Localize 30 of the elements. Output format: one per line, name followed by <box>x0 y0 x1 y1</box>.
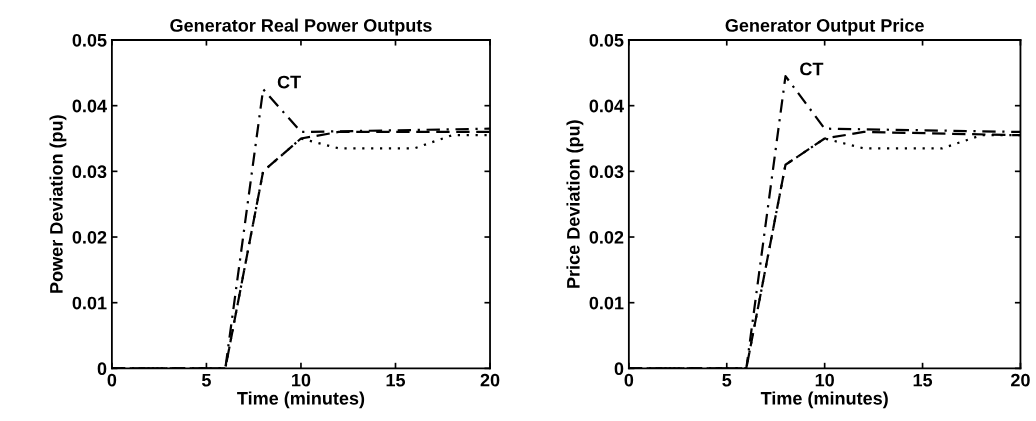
x-tick-label: 0 <box>107 373 117 387</box>
annotation: CT <box>277 75 301 89</box>
chart-title: Generator Real Power Outputs <box>170 18 432 36</box>
x-tick-label: 15 <box>913 373 933 387</box>
y-tick-label: 0 <box>614 362 624 376</box>
x-tick-label: 15 <box>386 373 406 387</box>
y-tick-label: 0.03 <box>72 165 107 179</box>
y-tick-label: 0.01 <box>72 296 107 310</box>
x-tick-label: 5 <box>722 373 732 387</box>
x-tick-label: 5 <box>201 373 211 387</box>
x-tick-label: 10 <box>292 373 311 387</box>
x-tick-label: 20 <box>1011 373 1030 387</box>
chart-title: Generator Output Price <box>725 18 924 36</box>
y-tick-label: 0.05 <box>589 33 624 47</box>
y-axis-title: Price Deviation (pu) <box>566 120 584 288</box>
y-tick-label: 0.02 <box>589 230 624 244</box>
y-axis-title: Power Deviation (pu) <box>49 115 67 293</box>
y-tick-label: 0.02 <box>72 230 107 244</box>
y-tick-label: 0.01 <box>589 296 624 310</box>
x-tick-label: 10 <box>815 373 834 387</box>
x-tick-label: 20 <box>480 373 500 387</box>
y-tick-label: 0 <box>97 362 107 376</box>
y-tick-label: 0.03 <box>589 165 624 179</box>
x-tick-label: 0 <box>624 373 634 387</box>
y-tick-label: 0.05 <box>72 33 107 47</box>
x-axis-title: Time (minutes) <box>237 391 365 409</box>
y-tick-label: 0.04 <box>589 99 624 113</box>
annotation: CT <box>800 62 824 76</box>
y-tick-label: 0.04 <box>72 99 107 113</box>
x-axis-title: Time (minutes) <box>760 391 888 409</box>
